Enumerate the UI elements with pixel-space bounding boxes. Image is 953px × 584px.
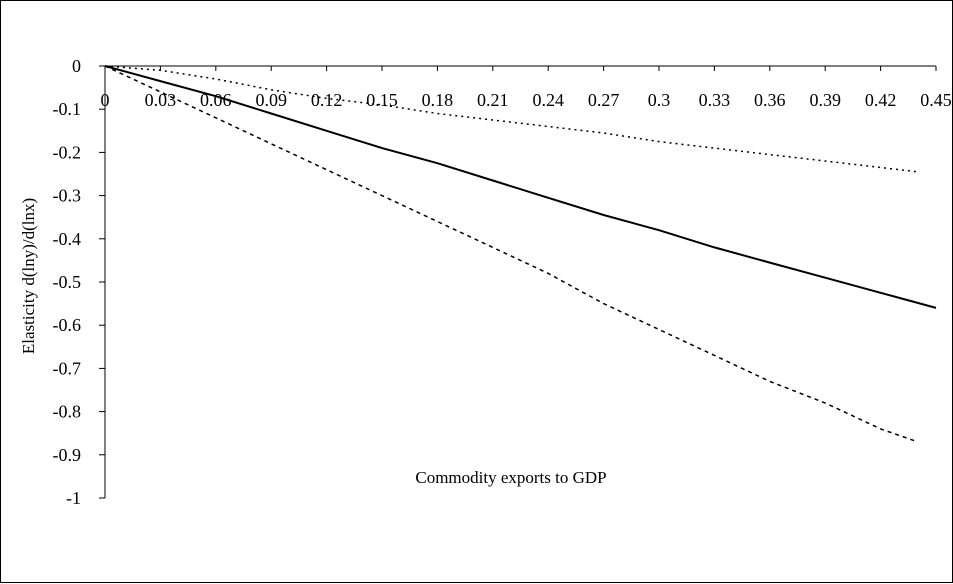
x-tick-label: 0.27 — [588, 90, 620, 110]
x-tick-label: 0.3 — [648, 90, 671, 110]
y-tick-label: -0.9 — [53, 445, 82, 465]
y-tick-label: -0.7 — [53, 358, 82, 378]
y-axis: 0 -0.1 -0.2 -0.3 -0.4 -0.5 -0.6 -0.7 -0.8 -0.9 -1 — [53, 56, 106, 508]
x-tick-label: 0.39 — [809, 90, 841, 110]
x-tick-label: 0.24 — [532, 90, 564, 110]
x-tick-label: 0.09 — [255, 90, 287, 110]
x-tick-label: 0.18 — [422, 90, 454, 110]
y-tick-label: -1 — [66, 488, 81, 508]
series-line-dotted — [105, 66, 918, 172]
y-tick-label: -0.5 — [53, 272, 82, 292]
y-tick-label: -0.1 — [53, 99, 82, 119]
x-tick-label: 0.03 — [145, 90, 177, 110]
x-tick-label: 0.15 — [366, 90, 398, 110]
x-tick-label: 0 — [101, 90, 110, 110]
series-line-dashed — [105, 66, 918, 442]
series-layer — [105, 66, 936, 442]
y-tick-label: -0.6 — [53, 315, 82, 335]
x-tick-label: 0.21 — [477, 90, 509, 110]
x-tick-label: 0.33 — [699, 90, 731, 110]
x-tick-label: 0.42 — [865, 90, 897, 110]
y-tick-label: -0.4 — [53, 229, 82, 249]
x-tick-label: 0.45 — [920, 90, 952, 110]
y-tick-label: -0.2 — [53, 142, 82, 162]
x-tick-label: 0.36 — [754, 90, 786, 110]
y-tick-label: -0.3 — [53, 186, 82, 206]
x-axis-title: Commodity exports to GDP — [415, 468, 606, 487]
y-tick-label: -0.8 — [53, 402, 82, 422]
y-axis-title: Elasticity d(lny)/d(lnx) — [19, 198, 38, 354]
y-tick-label: 0 — [72, 56, 81, 76]
